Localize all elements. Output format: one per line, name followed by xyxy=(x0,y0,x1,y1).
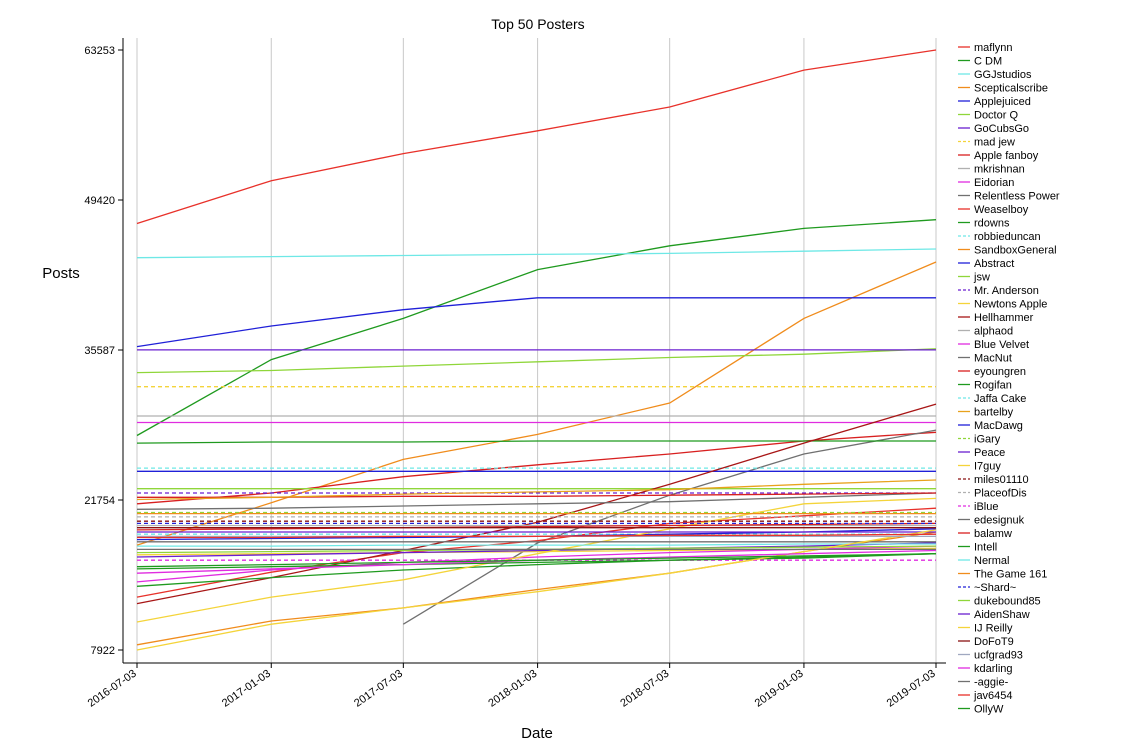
legend-label: jsw xyxy=(973,272,990,284)
series-line-25 xyxy=(136,553,937,587)
legend-label: The Game 161 xyxy=(974,569,1047,581)
series-line-5 xyxy=(136,348,937,374)
legend-label: iBlue xyxy=(974,501,998,513)
series-lines xyxy=(136,49,937,651)
legend-label: Apple fanboy xyxy=(974,150,1039,162)
series-line-49 xyxy=(136,553,937,568)
legend-label: Jaffa Cake xyxy=(974,393,1026,405)
x-axis-ticks: 2016-07-03 2017-01-03 2017-07-03 2018-01-03… xyxy=(86,663,938,710)
series-line-27 xyxy=(136,479,937,501)
legend-label: maflynn xyxy=(974,42,1013,54)
legend-label: MacDawg xyxy=(974,420,1023,432)
legend-label: rdowns xyxy=(974,218,1010,230)
legend-label: jav6454 xyxy=(973,690,1013,702)
series-line-37 xyxy=(136,553,937,570)
legend-label: Weaselboy xyxy=(974,204,1029,216)
y-tick-label: 63253 xyxy=(84,45,115,57)
legend-label: Intell xyxy=(974,542,997,554)
legend-label: eyoungren xyxy=(974,366,1026,378)
legend-label: Newtons Apple xyxy=(974,299,1047,311)
y-tick-label: 35587 xyxy=(84,345,115,357)
legend-label: Scepticalscribe xyxy=(974,83,1048,95)
legend-label: miles01110 xyxy=(974,474,1029,486)
legend-label: GoCubsGo xyxy=(974,123,1029,135)
legend-label: I7guy xyxy=(974,461,1001,473)
legend-label: Relentless Power xyxy=(974,191,1060,203)
legend-label: Blue Velvet xyxy=(974,339,1029,351)
legend-label: MacNut xyxy=(974,353,1012,365)
x-tick-label: 2018-07-03 xyxy=(618,668,671,710)
series-line-12 xyxy=(136,507,937,598)
legend-label: Hellhammer xyxy=(974,312,1034,324)
legend-label: Abstract xyxy=(974,258,1014,270)
legend-label: Doctor Q xyxy=(974,110,1018,122)
legend-label: Rogifan xyxy=(974,380,1012,392)
x-tick-label: 2019-07-03 xyxy=(885,668,938,710)
legend-label: IJ Reilly xyxy=(974,623,1013,635)
legend-label: Peace xyxy=(974,447,1005,459)
series-line-43 xyxy=(136,529,937,651)
legend-label: Eidorian xyxy=(974,177,1014,189)
x-tick-label: 2018-01-03 xyxy=(486,668,539,710)
legend-label: DoFoT9 xyxy=(974,636,1014,648)
y-axis-ticks: 7922 21754 35587 49420 63253 xyxy=(84,45,123,657)
legend-label: ~Shard~ xyxy=(974,582,1016,594)
legend-label: kdarling xyxy=(974,663,1013,675)
legend-label: iGary xyxy=(974,434,1001,446)
series-line-13 xyxy=(136,440,936,444)
legend-label: balamw xyxy=(974,528,1012,540)
legend-label: Mr. Anderson xyxy=(974,285,1039,297)
legend-label: Applejuiced xyxy=(974,96,1031,108)
y-tick-label: 7922 xyxy=(91,645,115,657)
series-line-4 xyxy=(136,297,936,348)
series-line-31 xyxy=(136,497,937,623)
legend-label: bartelby xyxy=(974,407,1014,419)
series-line-2 xyxy=(136,248,937,259)
y-tick-label: 21754 xyxy=(84,495,115,507)
x-axis-title: Date xyxy=(521,725,553,742)
series-line-1 xyxy=(136,219,937,437)
legend-label: mkrishnan xyxy=(974,164,1025,176)
series-line-23 xyxy=(136,492,937,510)
x-tick-label: 2016-07-03 xyxy=(86,668,139,710)
chart-title: Top 50 Posters xyxy=(491,16,584,32)
legend-label: robbieduncan xyxy=(974,231,1041,243)
x-tick-label: 2017-01-03 xyxy=(220,668,273,710)
legend-label: OllyW xyxy=(974,704,1004,716)
series-line-36 xyxy=(136,522,937,531)
series-line-48 xyxy=(137,533,937,539)
legend-label: alphaod xyxy=(974,326,1013,338)
series-line-3 xyxy=(136,261,937,546)
x-tick-label: 2019-01-03 xyxy=(753,668,806,710)
legend-label: dukebound85 xyxy=(974,596,1041,608)
series-line-38 xyxy=(137,543,936,547)
legend-label: GGJstudios xyxy=(974,69,1032,81)
legend-label: -aggie- xyxy=(974,677,1009,689)
legend-label: C DM xyxy=(974,56,1002,68)
legend-label: mad jew xyxy=(974,137,1015,149)
legend-label: Nermal xyxy=(974,555,1009,567)
legend-label: edesignuk xyxy=(974,515,1025,527)
series-line-30 xyxy=(136,542,937,558)
x-tick-label: 2017-07-03 xyxy=(352,668,405,710)
y-tick-label: 49420 xyxy=(84,195,115,207)
legend-label: AidenShaw xyxy=(974,609,1030,621)
legend-label: ucfgrad93 xyxy=(974,650,1023,662)
y-axis-title: Posts xyxy=(42,265,80,282)
legend-label: PlaceofDis xyxy=(974,488,1027,500)
series-line-0 xyxy=(136,49,937,225)
legend-label: SandboxGeneral xyxy=(974,245,1057,257)
